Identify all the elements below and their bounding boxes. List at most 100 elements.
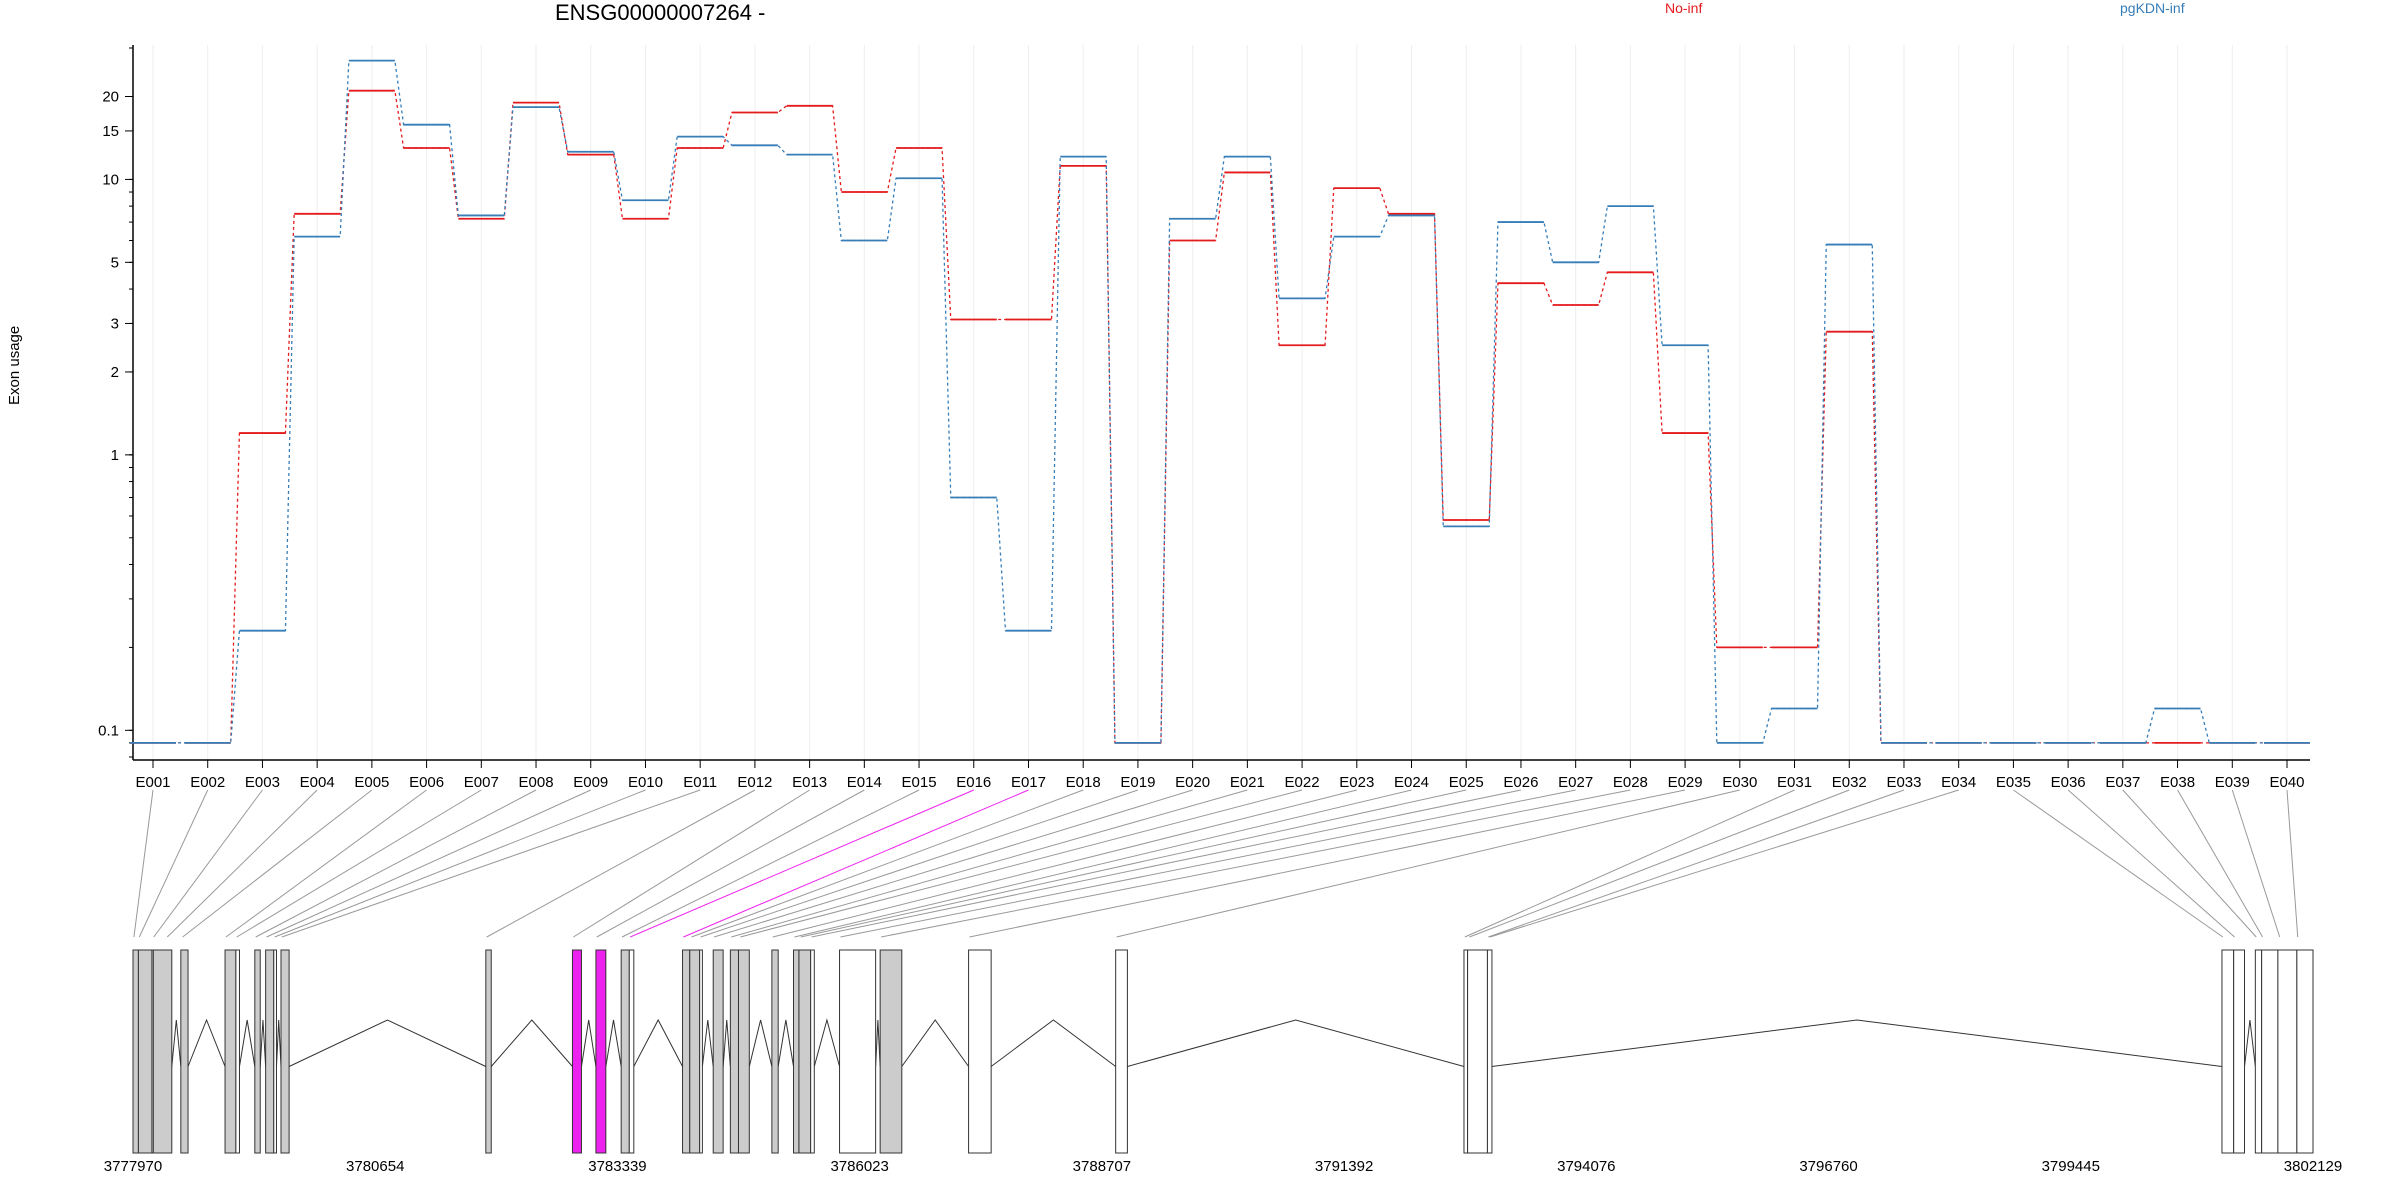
exon-box [280,949,290,1154]
exon-box [132,949,139,1154]
x-tick-label: E015 [902,774,937,791]
series-lines [130,59,2310,744]
x-tick-label: E028 [1613,774,1648,791]
coordinate-label: 3788707 [1073,1158,1131,1175]
exon-connector [133,789,154,938]
exon-box [879,949,903,1154]
y-tick-label: 20 [102,89,119,106]
exon-box [137,949,153,1154]
exon-box [699,949,703,1154]
chart-title: ENSG00000007264 - [555,0,766,25]
exon-connector [255,789,537,938]
exon-box [1115,949,1128,1154]
intron [238,1019,256,1067]
intron [288,1019,487,1067]
exon-box [2254,949,2263,1154]
x-tick-label: E003 [245,774,280,791]
exon-connector [281,789,701,938]
intron [901,1019,969,1067]
x-tick-label: E040 [2269,774,2304,791]
exon-box [273,949,277,1154]
x-tick-label: E009 [573,774,608,791]
exon-box [180,949,189,1154]
exon-box [265,949,275,1154]
intron [275,1019,282,1067]
intron [990,1019,1116,1067]
exon-connector [138,789,209,938]
intron [580,1019,597,1067]
exon-box [235,949,240,1154]
exon-box [254,949,261,1154]
exon-box [628,949,635,1154]
exon-connector [969,789,1686,938]
exon-box [1486,949,1493,1154]
exon-connector [1469,789,1850,938]
exon-box [2296,949,2314,1154]
exon-box [620,949,630,1154]
x-tick-label: E017 [1011,774,1046,791]
exon-connector [621,789,920,938]
exon-connector [2286,789,2299,938]
exon-connector [683,789,1029,938]
x-tick-label: E002 [190,774,225,791]
exon-box [729,949,739,1154]
x-tick-label: E018 [1066,774,1101,791]
exon-connector [236,789,482,938]
legend-item-pgkdn-inf: pgKDN-inf [2120,0,2185,16]
exon-connector [731,789,1248,938]
coordinate-label: 3783339 [588,1158,646,1175]
exon-connector [713,789,1193,938]
exon-box [224,949,237,1154]
x-tick-label: E011 [683,774,717,791]
exon-box [1463,949,1469,1154]
legend-item-no-inf: No-inf [1665,0,1703,16]
exon-connector [573,789,810,938]
intron [490,1019,573,1067]
x-tick-label: E016 [956,774,991,791]
exon-connector [800,789,1467,938]
y-tick-label: 2 [111,364,119,381]
x-tick-label: E025 [1449,774,1484,791]
intron [187,1018,226,1067]
exon-connector [596,789,865,938]
intron [1127,1019,1465,1067]
x-tick-label: E031 [1777,774,1812,791]
exon-connector [2067,789,2235,938]
y-tick-label: 5 [111,254,119,271]
intron [633,1018,683,1067]
x-tick-label: E012 [737,774,772,791]
x-tick-label: E014 [847,774,882,791]
y-tick-label: 1 [111,447,119,464]
exon-box [771,949,779,1154]
coordinate-label: 3796760 [1799,1158,1857,1175]
coordinate-label: 3799445 [2042,1158,2100,1175]
intron [259,1019,267,1067]
axes [132,45,2310,761]
exon-connector [1116,789,1740,938]
x-tick-label: E021 [1230,774,1265,791]
intron [748,1019,773,1067]
x-tick-label: E020 [1175,774,1210,791]
exon-connector [182,789,373,938]
exon-connector [266,789,591,938]
exon-box [839,949,877,1154]
x-ticks: E001 E002 E003 E004 E005 E006 E007 E008 E009 E010… [135,760,2305,791]
x-tick-label: E032 [1832,774,1867,791]
exon-box [2277,949,2298,1154]
exon-connector [630,789,974,938]
intron [777,1019,795,1067]
series-pgKDN-inf [130,59,2310,744]
x-tick-label: E036 [2051,774,2086,791]
intron [813,1018,841,1067]
y-tick-label: 3 [111,315,119,332]
exon-connector [700,789,1139,938]
exon-connector [153,789,263,938]
x-tick-label: E023 [1339,774,1374,791]
exon-connectors [133,789,2299,938]
exon-connector [274,789,646,938]
exon-box [571,949,582,1154]
intron [701,1019,714,1067]
x-tick-label: E001 [135,774,170,791]
x-tick-label: E008 [519,774,554,791]
